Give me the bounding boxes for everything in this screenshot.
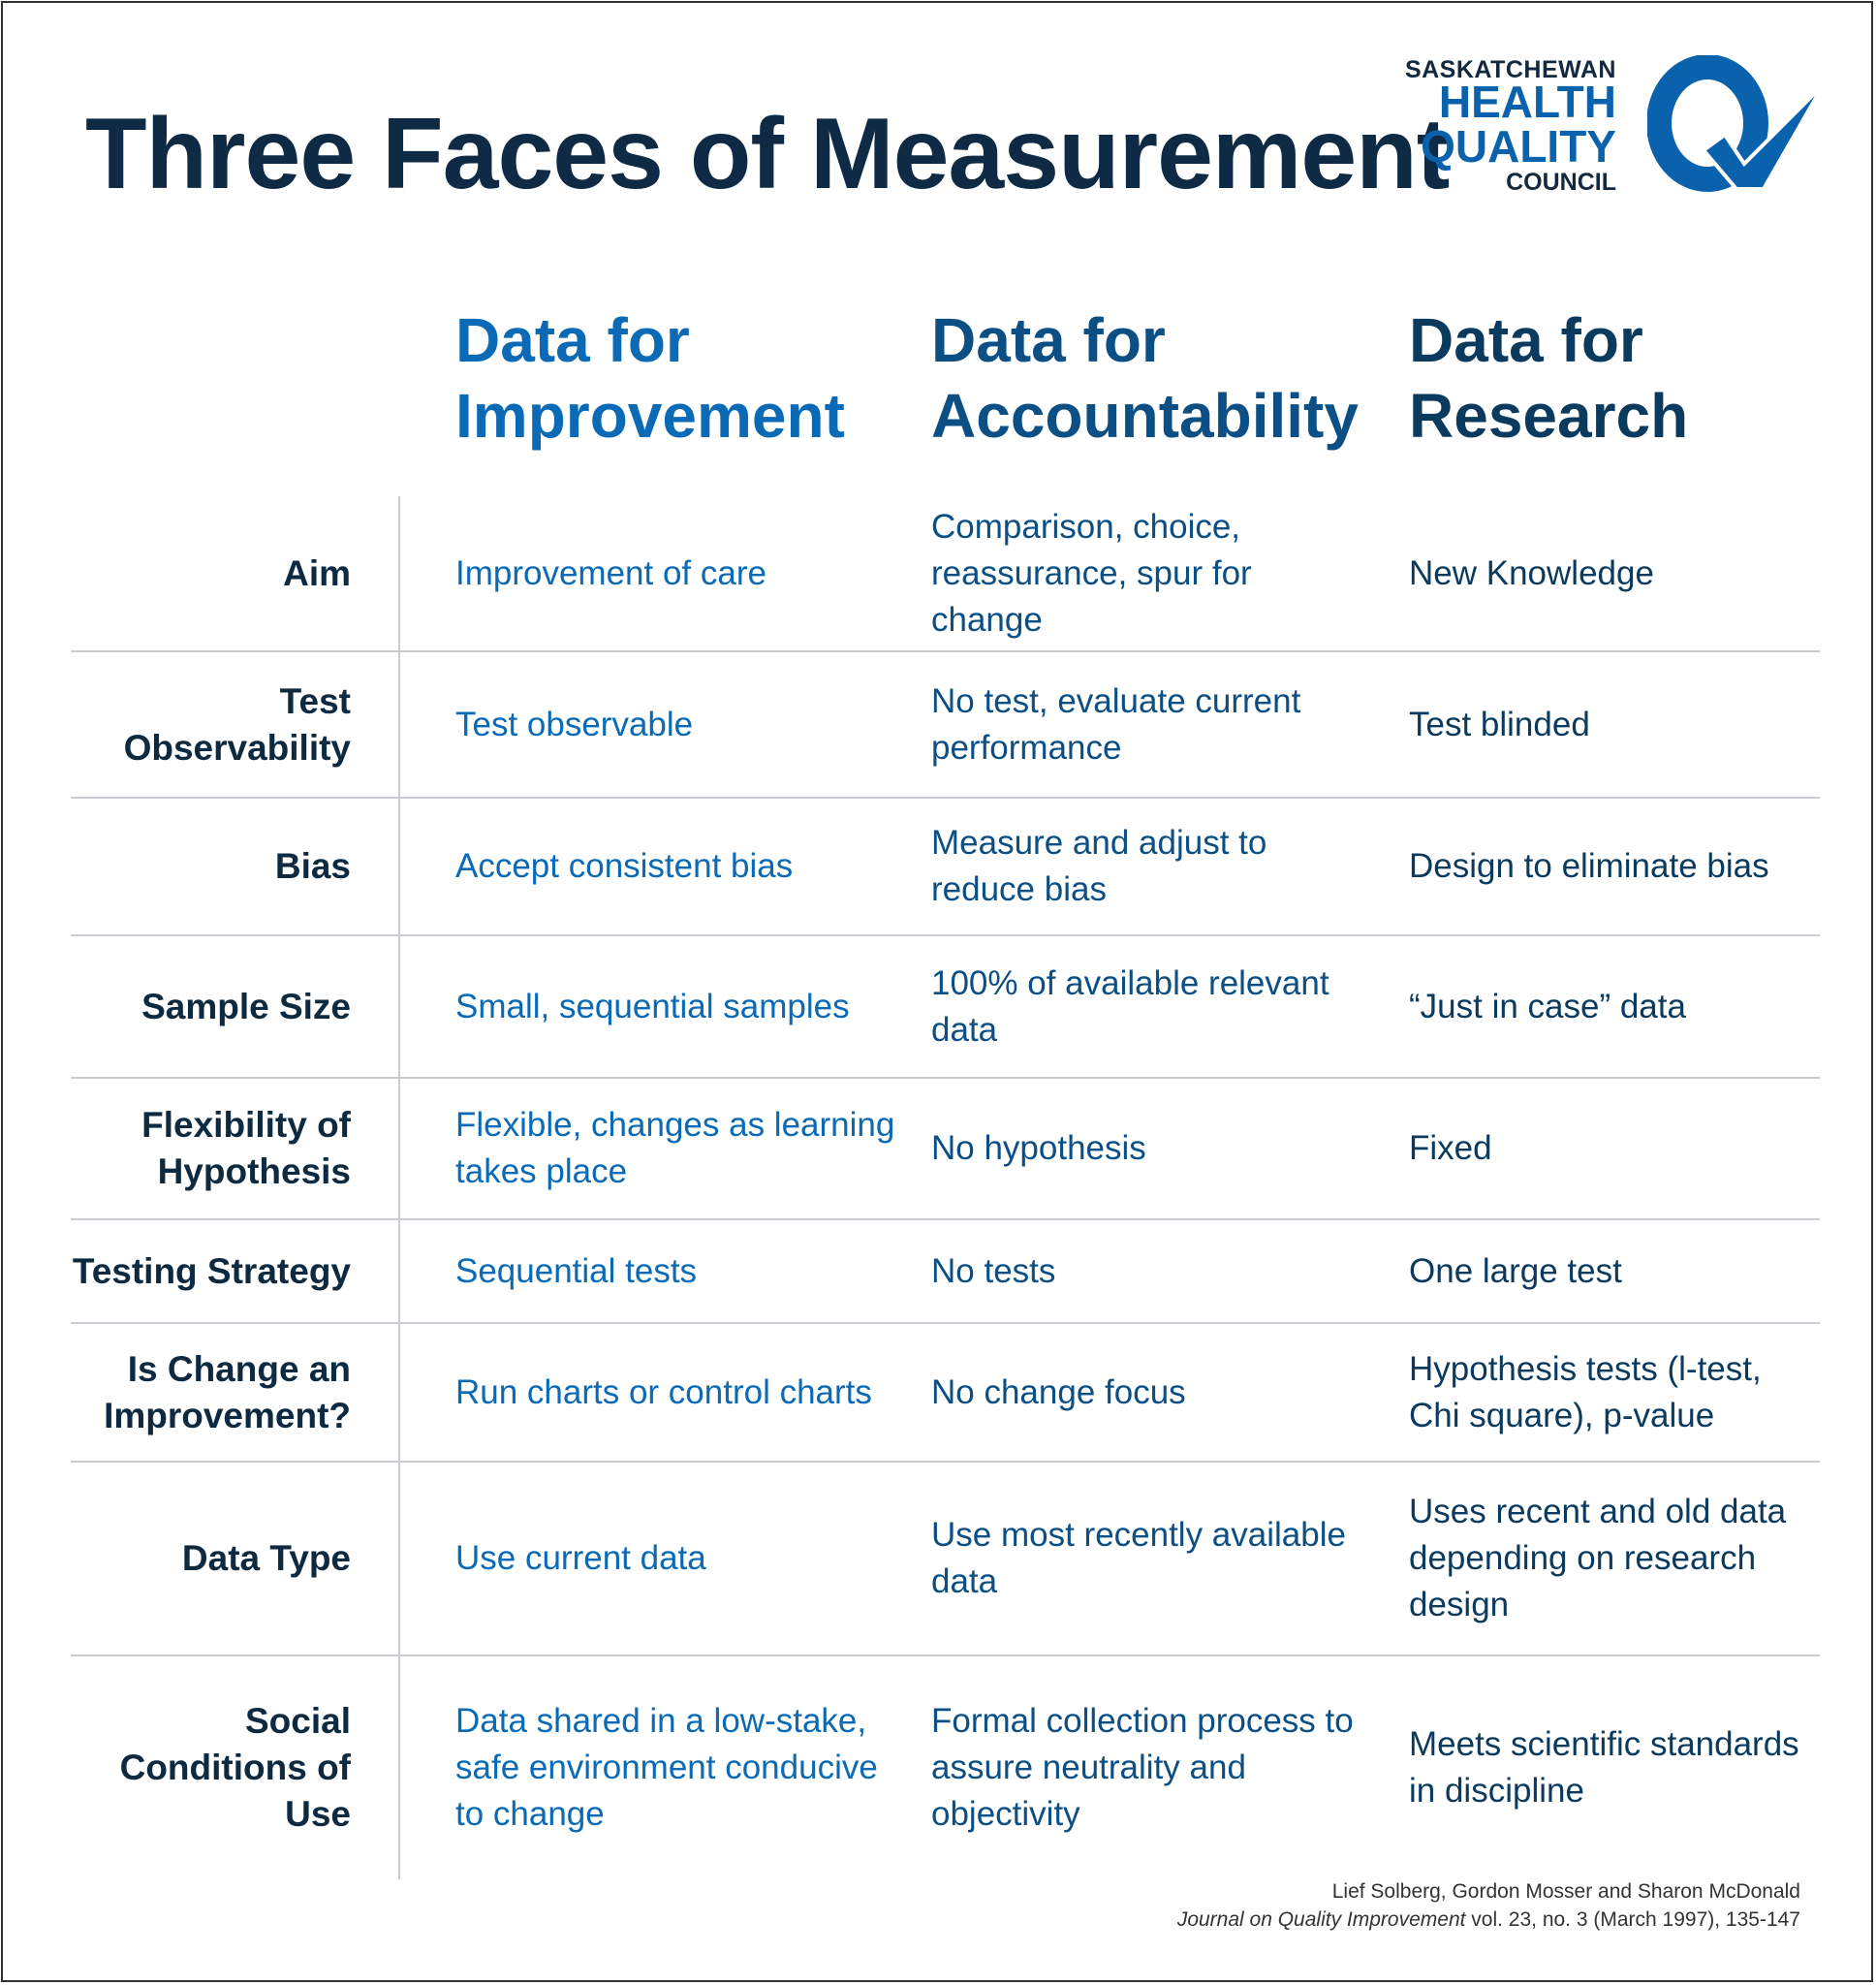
row-label: Aim xyxy=(283,552,351,593)
column-divider xyxy=(398,1220,400,1322)
cell-accountability: No hypothesis xyxy=(931,1129,1146,1167)
column-divider xyxy=(398,936,400,1077)
row-label: Testing Strategy xyxy=(72,1250,351,1291)
cell-research: Hypothesis tests (l-test, Chi square), p… xyxy=(1409,1349,1762,1434)
column-divider xyxy=(398,1656,400,1879)
column-divider xyxy=(398,1463,400,1654)
cell-research: Uses recent and old data depending on re… xyxy=(1409,1493,1787,1623)
cell-accountability: No tests xyxy=(931,1251,1056,1290)
cell-improvement: Flexible, changes as learning takes plac… xyxy=(455,1106,895,1190)
cell-accountability: Formal collection process to assure neut… xyxy=(931,1702,1354,1833)
logo-text: QUALITY xyxy=(1421,121,1616,172)
cell-improvement: Accept consistent bias xyxy=(455,847,794,885)
cell-accountability: No change focus xyxy=(931,1372,1186,1411)
logo-text: SASKATCHEWAN xyxy=(1404,56,1616,83)
citation-details: vol. 23, no. 3 (March 1997), 135-147 xyxy=(1465,1908,1800,1931)
logo-text: HEALTH xyxy=(1438,77,1616,127)
column-divider xyxy=(398,1079,400,1218)
cell-research: Meets scientific standards in discipline xyxy=(1409,1725,1799,1810)
cell-research: New Knowledge xyxy=(1409,553,1654,592)
table-row: Sample Size Small, sequential samples 100%… xyxy=(71,936,1820,1079)
table-row: Aim Improvement of care Comparison, choice… xyxy=(71,496,1820,652)
cell-research: “Just in case” data xyxy=(1409,987,1686,1025)
row-label: Test Observability xyxy=(123,680,351,768)
cell-research: Design to eliminate bias xyxy=(1409,847,1769,885)
row-label: Sample Size xyxy=(141,986,351,1026)
row-label: Data Type xyxy=(181,1538,351,1578)
column-divider xyxy=(398,1324,400,1461)
cell-improvement: Small, sequential samples xyxy=(455,987,850,1025)
column-divider xyxy=(398,799,400,934)
logo-text: COUNCIL xyxy=(1506,169,1616,196)
row-label: Is Change an Improvement? xyxy=(104,1348,351,1435)
cell-improvement: Test observable xyxy=(455,705,694,743)
cell-improvement: Sequential tests xyxy=(455,1251,698,1290)
column-header-improvement: Data for Improvement xyxy=(455,305,845,451)
column-header-research: Data for Research xyxy=(1409,305,1689,451)
cell-accountability: No test, evaluate current performance xyxy=(931,681,1301,767)
row-label: Social Conditions of Use xyxy=(119,1701,351,1834)
row-label: Bias xyxy=(274,846,351,886)
cell-accountability: Measure and adjust to reduce bias xyxy=(931,824,1267,908)
cell-accountability: Comparison, choice, reassurance, spur fo… xyxy=(931,507,1252,639)
q-checkmark-icon xyxy=(1647,55,1826,192)
table-row: Bias Accept consistent bias Measure and ad… xyxy=(71,799,1820,936)
cell-improvement: Run charts or control charts xyxy=(455,1372,872,1411)
table-row: Social Conditions of Use Data shared in a… xyxy=(71,1656,1820,1879)
citation: Lief Solberg, Gordon Mosser and Sharon M… xyxy=(1177,1877,1800,1934)
citation-authors: Lief Solberg, Gordon Mosser and Sharon M… xyxy=(1331,1880,1800,1903)
column-header-accountability: Data for Accountability xyxy=(931,305,1359,451)
comparison-table: Aim Improvement of care Comparison, choice… xyxy=(71,496,1820,1879)
row-label: Flexibility of Hypothesis xyxy=(141,1105,351,1191)
cell-accountability: Use most recently available data xyxy=(931,1516,1346,1600)
cell-improvement: Use current data xyxy=(455,1539,706,1577)
citation-journal: Journal on Quality Improvement xyxy=(1176,1908,1466,1931)
cell-improvement: Improvement of care xyxy=(455,553,766,592)
cell-accountability: 100% of available relevant data xyxy=(931,963,1329,1049)
cell-research: Fixed xyxy=(1409,1129,1492,1167)
table-row: Flexibility of Hypothesis Flexible, chang… xyxy=(71,1079,1820,1220)
cell-research: Test blinded xyxy=(1409,705,1590,743)
page-title: Three Faces of Measurement xyxy=(85,98,1450,210)
column-divider xyxy=(398,496,400,650)
cell-research: One large test xyxy=(1409,1251,1622,1290)
cell-improvement: Data shared in a low-stake, safe environ… xyxy=(455,1702,878,1833)
table-row: Data Type Use current data Use most recent… xyxy=(71,1463,1820,1656)
table-row: Testing Strategy Sequential tests No tests… xyxy=(71,1220,1820,1324)
table-row: Test Observability Test observable No test… xyxy=(71,652,1820,799)
hqc-logo: SASKATCHEWAN HEALTH QUALITY COUNCIL xyxy=(1405,50,1831,201)
table-row: Is Change an Improvement? Run charts or c… xyxy=(71,1324,1820,1463)
column-divider xyxy=(398,652,400,797)
